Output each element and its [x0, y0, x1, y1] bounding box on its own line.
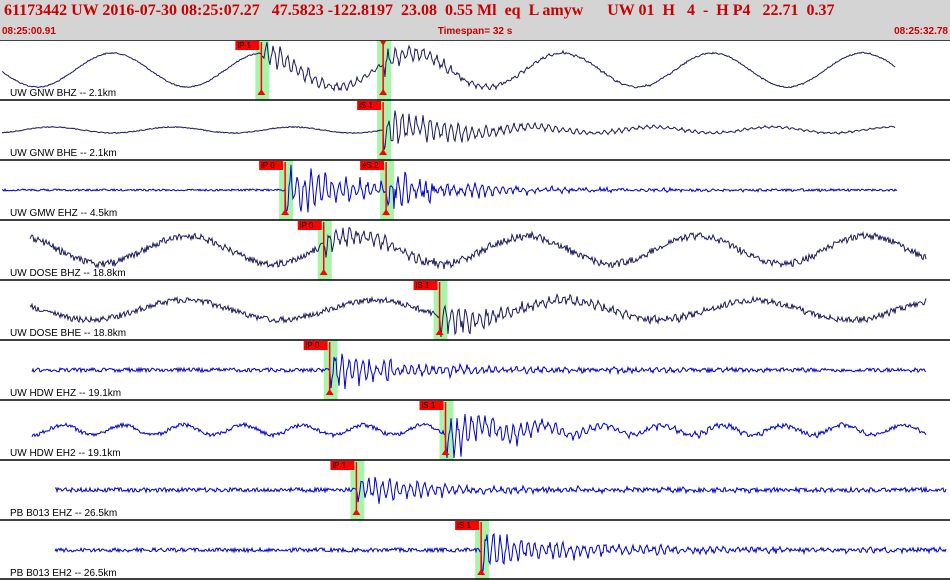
pick-flag[interactable]	[330, 461, 355, 470]
pick-arrow-icon	[477, 569, 486, 575]
pick-arrow-icon	[379, 149, 388, 155]
seismogram-panel[interactable]: iP 1 UW GNW BHZ -- 2.1km iS 1 UW GNW BHE --…	[0, 40, 950, 580]
pick-label: eS 2	[362, 161, 379, 170]
channel-label: UW GNW BHE -- 2.1km	[10, 148, 117, 159]
pick-flag[interactable]	[259, 161, 284, 170]
channel-label: PB B013 EH2 -- 26.5km	[10, 568, 117, 579]
pick-arrow-icon	[380, 41, 387, 46]
channel-label: UW HDW EHZ -- 19.1km	[10, 388, 121, 399]
event-header: 61173442 UW 2016-07-30 08:25:07.27 47.58…	[0, 0, 950, 40]
channel-label: UW DOSE BHZ -- 18.8km	[10, 268, 126, 279]
event-summary-title: 61173442 UW 2016-07-30 08:25:07.27 47.58…	[4, 2, 835, 19]
pick-window	[350, 460, 365, 520]
pick-arrow-icon	[257, 89, 266, 95]
pick-arrow-icon	[325, 389, 334, 395]
waveform-trace	[31, 413, 927, 459]
pick-flag[interactable]	[235, 41, 260, 50]
pick-flag[interactable]	[303, 341, 328, 350]
pick-arrow-icon	[281, 209, 290, 215]
pick-label: iS 1	[359, 101, 373, 110]
channel-label: PB B013 EHZ -- 26.5km	[10, 508, 117, 519]
pick-flag[interactable]	[360, 161, 385, 170]
pick-label: iP 0	[261, 161, 275, 170]
pick-flag[interactable]	[357, 101, 382, 110]
pick-arrow-icon	[435, 329, 444, 335]
pick-flag[interactable]	[455, 521, 480, 530]
pick-label: iP 0	[300, 221, 314, 230]
pick-label: iP 1	[332, 461, 346, 470]
waveform-trace	[1, 41, 896, 92]
pick-arrow-icon	[379, 89, 388, 95]
pick-label: iS 1	[457, 521, 471, 530]
timespan-label: Timespan= 32 s	[437, 26, 513, 37]
waveform-trace	[29, 226, 927, 270]
pick-arrow-icon	[441, 449, 450, 455]
waveform-trace	[1, 110, 896, 150]
pick-window	[433, 280, 448, 340]
pick-label: iS 1	[416, 281, 430, 290]
waveform-trace	[54, 532, 947, 573]
channel-label: UW GNW BHZ -- 2.1km	[10, 88, 116, 99]
pick-arrow-icon	[319, 269, 328, 275]
pick-window	[279, 160, 294, 220]
pick-window	[255, 40, 270, 100]
pick-window	[439, 400, 454, 460]
channel-label: UW HDW EH2 -- 19.1km	[10, 448, 121, 459]
pick-window	[323, 340, 338, 400]
waveform-trace	[1, 164, 898, 213]
pick-window	[377, 100, 392, 160]
pick-window	[380, 160, 395, 220]
pick-flag[interactable]	[419, 401, 444, 410]
pick-arrow-icon	[382, 209, 391, 215]
start-time-label: 08:25:00.91	[2, 26, 56, 37]
waveform-trace	[54, 476, 947, 504]
pick-flag[interactable]	[297, 221, 322, 230]
pick-flag[interactable]	[413, 281, 438, 290]
pick-label: iP 0	[306, 341, 320, 350]
end-time-label: 08:25:32.78	[894, 26, 948, 37]
channel-label: UW DOSE BHE -- 18.8km	[10, 328, 126, 339]
waveform-trace	[29, 292, 927, 338]
pick-label: iP 1	[237, 41, 251, 50]
pick-label: iS 1	[422, 401, 436, 410]
channel-label: UW GMW EHZ -- 4.5km	[10, 208, 117, 219]
pick-window	[475, 520, 490, 580]
waveform-trace	[31, 353, 926, 390]
pick-arrow-icon	[352, 509, 361, 515]
